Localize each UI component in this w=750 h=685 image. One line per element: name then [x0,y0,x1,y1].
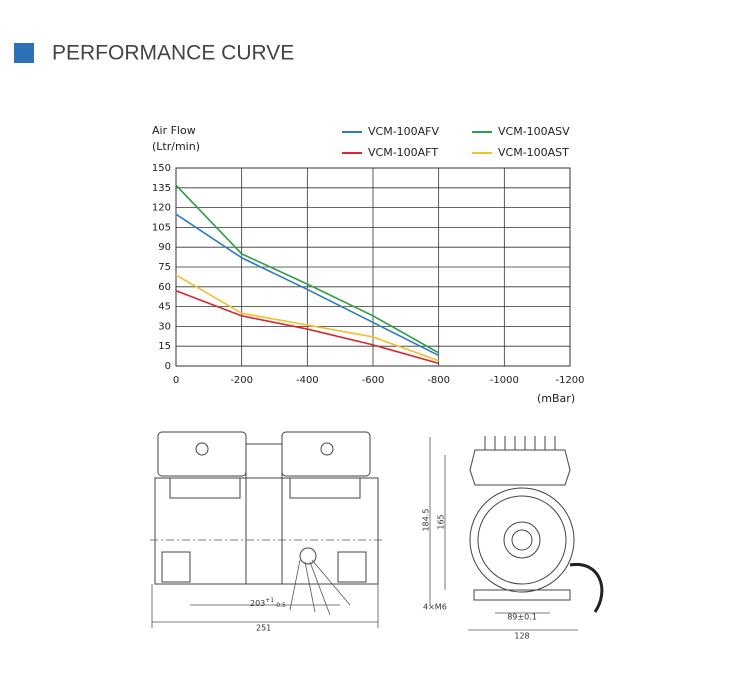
y-tick-label: 75 [158,262,171,273]
data-line [175,184,440,354]
legend-label: VCM-100ASV [498,125,570,138]
dimension-value: 203 [250,599,265,608]
dimension-label: 251 [256,624,271,633]
y-axis-label: Air Flow [152,124,196,137]
y-tick-label: 105 [152,222,171,233]
x-tick-label: -600 [362,375,385,386]
data-line [175,213,440,357]
dimension-label: 128 [514,632,529,641]
x-tick-label: -400 [296,375,319,386]
y-tick-label: 15 [158,341,171,352]
y-tick-label: 60 [158,282,171,293]
legend-label: VCM-100AFV [368,125,440,138]
dimension-tolerance: +1 [265,597,274,604]
title-icon [14,43,34,63]
legend-label: VCM-100AFT [368,146,438,159]
y-tick-label: 90 [158,242,171,253]
pump-side-drawing: 184.5 165 4×M6 89±0.1 128 [422,436,604,641]
dimension-label: 165 [437,514,446,529]
data-line [175,274,439,362]
dimension-label: 184.5 [422,509,431,532]
y-tick-label: 0 [165,361,171,372]
plot: 0 15 30 45 60 75 90 105 120 135 150 0 -200 -400 -600 -8… [152,125,585,386]
page-title: PERFORMANCE CURVE [52,42,294,65]
y-tick-label: 135 [152,183,171,194]
data-line [175,290,439,365]
legend-label: VCM-100AST [498,146,569,159]
x-axis-label: (mBar) [537,392,575,405]
y-tick-label: 120 [152,203,171,214]
x-tick-label: 0 [173,375,179,386]
plot-border [175,167,571,367]
y-tick-label: 30 [158,321,171,332]
y-tick-label: 150 [152,163,171,174]
dimension-tolerance: -0.5 [274,602,286,609]
x-tick-label: -800 [427,375,450,386]
x-tick-label: -1000 [490,375,519,386]
y-tick-label: 45 [158,302,171,313]
x-tick-label: -200 [230,375,253,386]
pump-front-drawing: 203+1-0.5 251 [150,431,382,633]
y-axis-unit: (Ltr/min) [152,140,200,153]
dimension-label: 4×M6 [423,603,447,612]
dimension-label: 89±0.1 [507,613,537,622]
dimension-label: 203+1-0.5 [250,597,286,609]
x-tick-label: -1200 [555,375,584,386]
